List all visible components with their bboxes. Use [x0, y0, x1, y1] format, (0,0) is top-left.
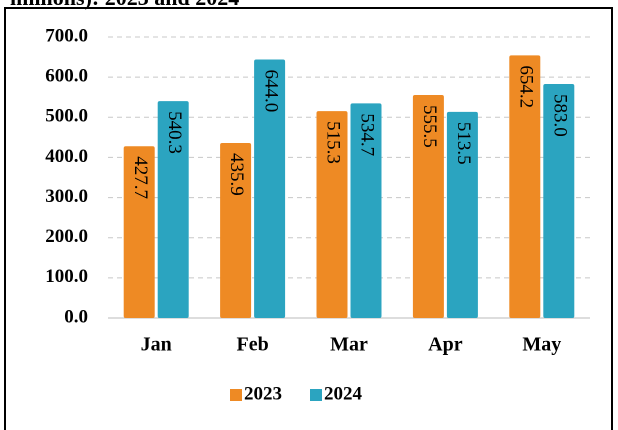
y-tick-label: 600.0	[45, 66, 88, 87]
data-label: 513.5	[453, 122, 474, 165]
bar	[123, 146, 155, 318]
y-tick-label: 0.0	[64, 306, 88, 327]
bar	[254, 59, 286, 318]
bar	[350, 103, 382, 318]
bar	[220, 143, 252, 318]
bar	[446, 111, 478, 319]
x-tick-label: Feb	[236, 334, 268, 356]
data-label: 534.7	[357, 113, 378, 156]
data-label: 555.5	[419, 105, 440, 148]
y-tick-label: 300.0	[45, 186, 88, 207]
legend-label: 2024	[324, 383, 363, 404]
legend-label: 2023	[244, 383, 282, 404]
bar	[543, 83, 575, 319]
y-tick-label: 700.0	[45, 25, 88, 46]
chart-title: millions): 2023 and 2024	[10, 0, 239, 10]
bar	[509, 55, 541, 318]
y-tick-label: 100.0	[45, 266, 88, 287]
y-tick-label: 400.0	[45, 146, 88, 167]
legend-swatch	[230, 389, 242, 401]
x-tick-label: May	[522, 334, 561, 356]
data-label: 654.2	[515, 65, 536, 108]
x-tick-label: Apr	[428, 334, 463, 356]
data-label: 515.3	[323, 121, 344, 164]
data-label: 644.0	[260, 69, 281, 112]
y-tick-label: 200.0	[45, 226, 88, 247]
bar	[412, 95, 444, 318]
y-tick-label: 500.0	[45, 106, 88, 127]
x-tick-label: Mar	[330, 334, 368, 356]
data-label: 435.9	[226, 153, 247, 196]
bar	[157, 101, 189, 318]
bar	[316, 111, 348, 318]
legend-swatch	[310, 389, 322, 401]
data-label: 583.0	[549, 94, 570, 137]
data-label: 427.7	[130, 156, 151, 199]
x-tick-label: Jan	[141, 334, 172, 356]
data-label: 540.3	[164, 111, 185, 154]
